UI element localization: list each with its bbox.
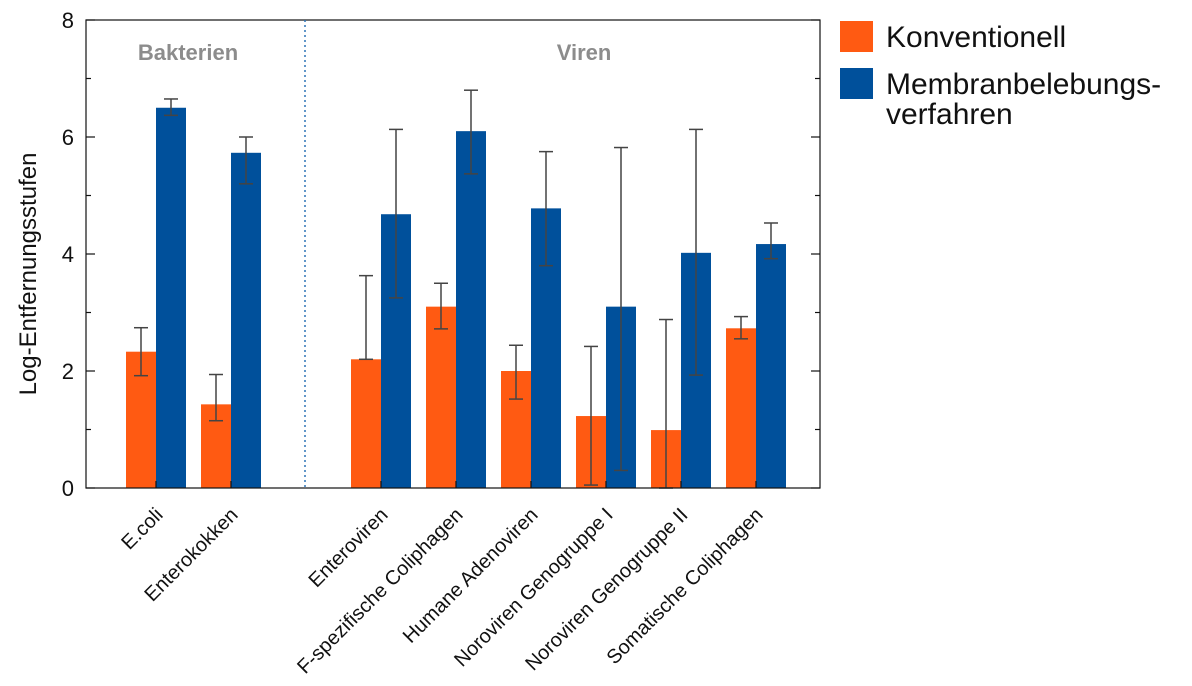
bar-konventionell-2 [351,359,381,488]
error-bar-konventionell-7 [734,315,748,340]
legend-label: Membranbelebungs-verfahren [886,68,1161,131]
error-bar-membran-6 [689,128,703,376]
axes-layer [85,19,821,489]
error-bar-membran-7 [764,222,778,260]
bar-membran-3 [456,131,486,488]
legend-label-line: verfahren [886,98,1013,131]
bars-layer [126,107,786,489]
error-bar-membran-3 [464,89,478,175]
bar-konventionell-3 [426,306,456,488]
error-bar-konventionell-5 [584,345,598,486]
group-label-1: Viren [557,40,612,65]
legend-label: Konventionell [886,21,1066,54]
bar-membran-1 [231,152,261,489]
y-tick-label: 0 [62,476,74,501]
y-tick-label: 6 [62,125,74,150]
legend-swatch [840,21,873,52]
legend-item-konventionell: Konventionell [840,21,1066,54]
error-bars-layer [134,89,778,489]
y-axis-label: Log-Entfernungsstufen [15,153,42,396]
legend: Konventionell Membranbelebungs-verfahren [840,21,1161,131]
bar-membran-0 [156,107,186,488]
group-label-0: Bakterien [138,40,238,65]
error-bar-membran-2 [389,128,403,299]
legend-item-membran: Membranbelebungs-verfahren [840,68,1161,131]
x-tick-label-7: Somatische Coliphagen [603,504,768,669]
legend-swatch [840,68,873,99]
legend-label-line: Membranbelebungs- [886,68,1161,101]
error-bar-konventionell-2 [359,274,373,361]
error-bar-membran-5 [614,146,628,472]
error-bar-konventionell-4 [509,344,523,400]
x-tick-label-4: Humane Adenoviren [399,504,543,648]
bar-membran-7 [756,244,786,488]
error-bar-membran-1 [239,136,253,185]
error-bar-konventionell-1 [209,373,223,422]
legend-label-line: Konventionell [886,21,1066,54]
x-tick-label-0: E.coli [117,504,167,554]
y-tick-label: 8 [62,8,74,33]
error-bar-membran-0 [164,98,178,117]
y-tick-label: 2 [62,359,74,384]
bar-konventionell-7 [726,328,756,488]
y-tick-label: 4 [62,242,74,267]
error-bar-konventionell-3 [434,282,448,330]
error-bar-konventionell-0 [134,326,148,377]
error-bar-membran-4 [539,150,553,267]
